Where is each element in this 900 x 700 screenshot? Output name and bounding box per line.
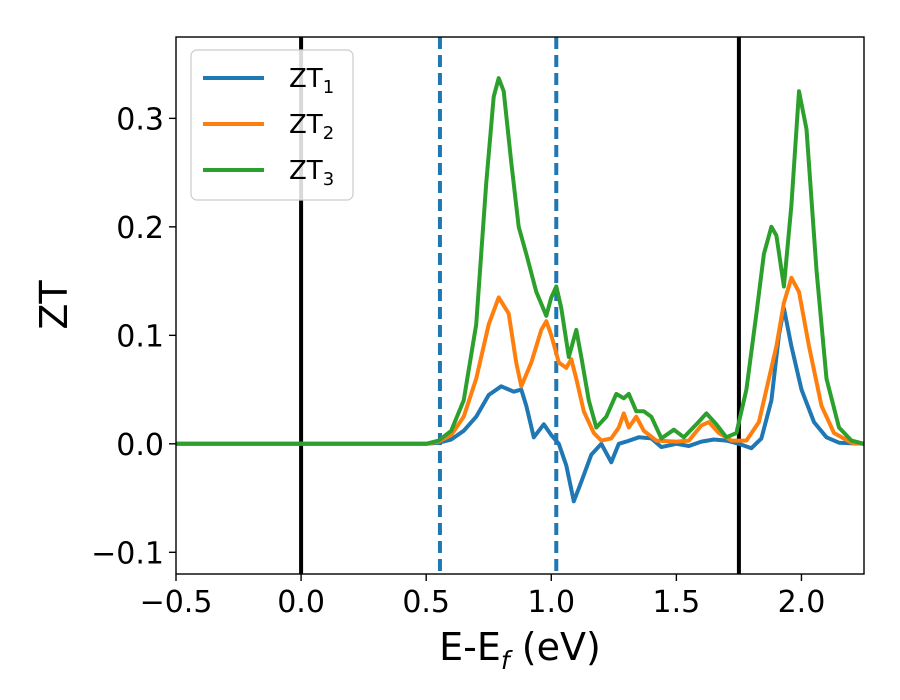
y-tick-label: 0.1 (116, 319, 164, 354)
y-axis-title: ZT (32, 280, 76, 330)
y-axis: −0.1 0.0 0.1 0.2 0.3 (91, 102, 176, 571)
legend: ZT1 ZT2 ZT3 (190, 49, 354, 201)
legend-label-3: ZT3 (289, 156, 334, 190)
x-tick-label: 0.5 (402, 585, 450, 620)
legend-label-1: ZT1 (289, 64, 334, 98)
x-tick-label: 1.0 (527, 585, 575, 620)
y-tick-label: −0.1 (91, 536, 164, 571)
series-layer (176, 76, 864, 504)
plot-frame (175, 36, 865, 575)
x-axis: −0.5 0.0 0.5 1.0 1.5 2.0 (140, 574, 826, 620)
legend-item: ZT3 (203, 156, 334, 190)
x-tick-label: 2.0 (778, 585, 826, 620)
x-axis-title: E-Ef (eV) (439, 625, 601, 675)
legend-item: ZT2 (203, 110, 334, 144)
y-tick-label: 0.3 (116, 102, 164, 137)
series-line-zt3 (176, 76, 864, 446)
legend-label-2: ZT2 (289, 110, 334, 144)
series-line-zt2 (176, 275, 864, 446)
x-tick-label: 1.5 (653, 585, 701, 620)
x-tick-label: 0.0 (277, 585, 325, 620)
y-tick-label: 0.0 (116, 428, 164, 463)
x-tick-label: −0.5 (140, 585, 213, 620)
y-tick-label: 0.2 (116, 211, 164, 246)
legend-item: ZT1 (203, 64, 334, 98)
legend-box (190, 49, 354, 201)
